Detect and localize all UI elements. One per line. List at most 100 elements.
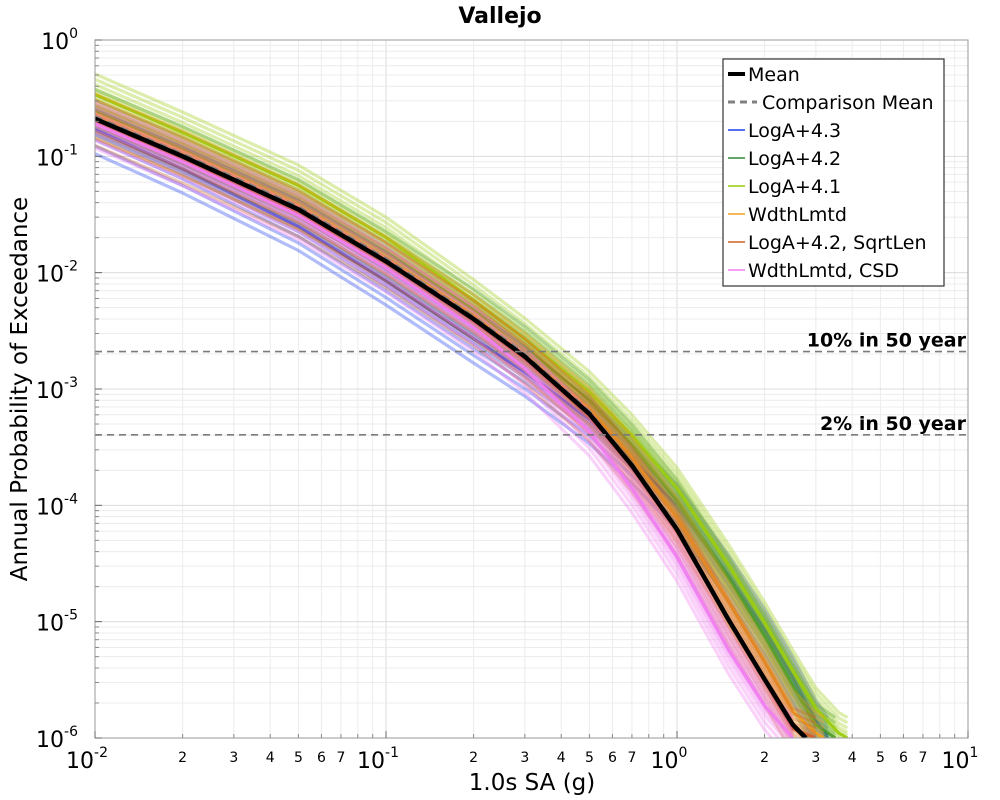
y-tick-exponent: -1 <box>64 142 78 158</box>
series-band-line <box>95 104 817 725</box>
y-tick-exponent: -4 <box>64 491 78 507</box>
x-tick-label: 101 <box>942 745 979 774</box>
y-tick-base: 10 <box>36 379 64 404</box>
series-band-line <box>95 103 837 738</box>
series-band-line <box>95 77 849 725</box>
x-minor-tick-label: 5 <box>876 750 885 766</box>
y-axis-label: Annual Probability of Exceedance <box>7 197 33 581</box>
series-band-line <box>95 87 849 734</box>
series-line <box>95 93 849 738</box>
series-band-line <box>95 144 819 738</box>
series-band-line <box>95 109 817 730</box>
x-tick-base: 10 <box>651 749 679 774</box>
mean-curves <box>95 115 808 738</box>
series-band-line <box>95 83 849 730</box>
legend-label: Comparison Mean <box>762 92 934 114</box>
x-tick-exponent: 1 <box>970 745 979 761</box>
x-minor-tick-label: 5 <box>294 750 303 766</box>
series-band-line <box>95 97 825 725</box>
y-tick-base: 10 <box>36 263 64 288</box>
x-minor-tick-label: 2 <box>760 750 769 766</box>
x-minor-tick-label: 4 <box>266 750 275 766</box>
legend-label: WdthLmtd, CSD <box>748 260 899 282</box>
legend-box <box>722 58 945 287</box>
legend-label: LogA+4.1 <box>748 176 841 198</box>
x-minor-tick-label: 7 <box>918 750 927 766</box>
mean-line <box>95 116 808 738</box>
y-tick-exponent: 0 <box>69 26 78 42</box>
y-tick-exponent: -5 <box>64 608 78 624</box>
series-band-line <box>95 98 842 738</box>
x-tick-label: 100 <box>651 745 688 774</box>
x-tick-exponent: -2 <box>94 745 108 761</box>
x-tick-label: 10-1 <box>357 745 399 774</box>
y-tick-base: 10 <box>36 612 64 637</box>
series-band-line <box>95 102 837 734</box>
series-band-line <box>95 109 831 738</box>
x-minor-tick-label: 6 <box>899 750 908 766</box>
y-tick-label: 10-3 <box>36 375 78 404</box>
y-tick-label: 10-1 <box>36 142 78 171</box>
x-minor-tick-label: 3 <box>811 750 820 766</box>
y-tick-base: 10 <box>41 30 69 55</box>
reference-lines: 10% in 50 year 2% in 50 year <box>95 330 968 436</box>
series-band-line <box>95 72 849 719</box>
series-band-line <box>95 88 837 719</box>
x-tick-exponent: 0 <box>679 745 688 761</box>
y-tick-exponent: -2 <box>64 259 78 275</box>
x-tick-base: 10 <box>942 749 970 774</box>
legend-label: LogA+4.2, SqrtLen <box>748 232 927 254</box>
y-tick-base: 10 <box>36 728 64 753</box>
x-tick-label: 10-2 <box>66 745 108 774</box>
y-tick-base: 10 <box>36 495 64 520</box>
legend: Mean Comparison Mean LogA+4.3 LogA+4.2 LogA+… <box>722 58 945 287</box>
x-minor-tick-label: 4 <box>557 750 566 766</box>
series-line <box>95 108 837 738</box>
chart-title: Vallejo <box>458 4 541 29</box>
legend-label: LogA+4.2 <box>748 148 841 170</box>
x-minor-tick-label: 3 <box>520 750 529 766</box>
reference-line-label: 10% in 50 year <box>807 330 967 352</box>
x-minor-tick-label: 5 <box>585 750 594 766</box>
x-minor-tick-label: 2 <box>469 750 478 766</box>
x-axis-label: 1.0s SA (g) <box>469 770 596 796</box>
legend-label: WdthLmtd <box>748 204 847 226</box>
series-band-line <box>95 92 825 719</box>
y-tick-exponent: -3 <box>64 375 78 391</box>
series-band-line <box>95 132 787 738</box>
series-band-line <box>95 136 798 738</box>
series-band-line <box>95 107 825 734</box>
legend-label: LogA+4.3 <box>748 120 841 142</box>
legend-label: Mean <box>748 64 800 86</box>
x-minor-tick-label: 4 <box>848 750 857 766</box>
y-tick-label: 100 <box>41 26 78 55</box>
x-tick-exponent: -1 <box>385 745 399 761</box>
series-band-line <box>95 125 807 738</box>
x-minor-tick-label: 6 <box>317 750 326 766</box>
x-tick-base: 10 <box>357 749 385 774</box>
y-tick-label: 10-4 <box>36 491 78 520</box>
x-minor-tick-label: 3 <box>229 750 238 766</box>
y-tick-label: 10-6 <box>36 724 78 753</box>
x-minor-tick-label: 6 <box>608 750 617 766</box>
series-band-line <box>95 139 781 738</box>
y-tick-label: 10-2 <box>36 259 78 288</box>
series-band-line <box>95 102 825 730</box>
x-minor-tick-label: 7 <box>336 750 345 766</box>
reference-line-label: 2% in 50 year <box>820 413 967 435</box>
y-tick-label: 10-5 <box>36 608 78 637</box>
series-band-line <box>95 152 814 738</box>
series-band-line <box>95 99 817 719</box>
series-band-line <box>95 101 795 719</box>
x-tick-base: 10 <box>66 749 94 774</box>
series-band-line <box>95 127 791 738</box>
y-tick-exponent: -6 <box>64 724 78 740</box>
x-minor-tick-label: 7 <box>627 750 636 766</box>
series-band-line <box>95 129 796 738</box>
y-tick-base: 10 <box>36 146 64 171</box>
series-band-line <box>95 146 774 738</box>
x-minor-tick-label: 2 <box>178 750 187 766</box>
series-line <box>95 122 794 738</box>
